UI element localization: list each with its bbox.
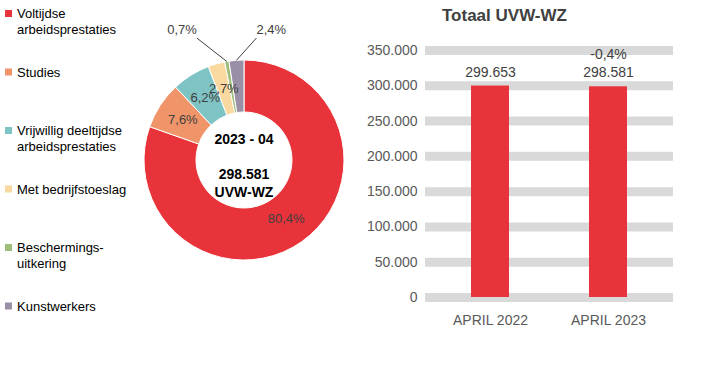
svg-text:Beschermings-uitkering: Beschermings-uitkering: [17, 240, 104, 271]
svg-text:150.000: 150.000: [367, 183, 418, 199]
svg-text:2,7%: 2,7%: [209, 81, 239, 96]
svg-text:APRIL 2022: APRIL 2022: [453, 312, 528, 328]
svg-text:7,6%: 7,6%: [168, 112, 198, 127]
svg-text:2,4%: 2,4%: [256, 22, 286, 37]
svg-text:80,4%: 80,4%: [268, 211, 305, 226]
svg-text:100.000: 100.000: [367, 218, 418, 234]
svg-text:250.000: 250.000: [367, 113, 418, 129]
svg-text:50.000: 50.000: [375, 254, 418, 270]
svg-text:2023 - 04: 2023 - 04: [214, 131, 273, 147]
svg-text:0,7%: 0,7%: [167, 22, 197, 37]
svg-text:APRIL 2023: APRIL 2023: [571, 312, 646, 328]
svg-text:Met bedrijfstoeslag: Met bedrijfstoeslag: [17, 182, 126, 197]
svg-text:Studies: Studies: [17, 65, 61, 80]
svg-text:300.000: 300.000: [367, 77, 418, 93]
svg-text:298.581: 298.581: [219, 166, 270, 182]
svg-text:0: 0: [410, 289, 418, 305]
svg-text:298.581: 298.581: [583, 64, 634, 80]
html-text:Totaal UVW-WZ: Totaal UVW-WZ: [442, 6, 567, 25]
svg-text:Voltijdsearbeidsprestaties: Voltijdsearbeidsprestaties: [17, 6, 116, 37]
svg-text:299.653: 299.653: [465, 64, 516, 80]
svg-text:200.000: 200.000: [367, 148, 418, 164]
svg-text:-0,4%: -0,4%: [590, 46, 627, 62]
svg-text:Kunstwerkers: Kunstwerkers: [17, 299, 96, 314]
svg-text:6,2%: 6,2%: [190, 89, 221, 105]
svg-text:350.000: 350.000: [367, 42, 418, 58]
svg-text:UVW-WZ: UVW-WZ: [215, 184, 274, 200]
svg-text:Vrijwillig deeltijdsearbeidspr: Vrijwillig deeltijdsearbeidsprestaties: [17, 123, 122, 154]
